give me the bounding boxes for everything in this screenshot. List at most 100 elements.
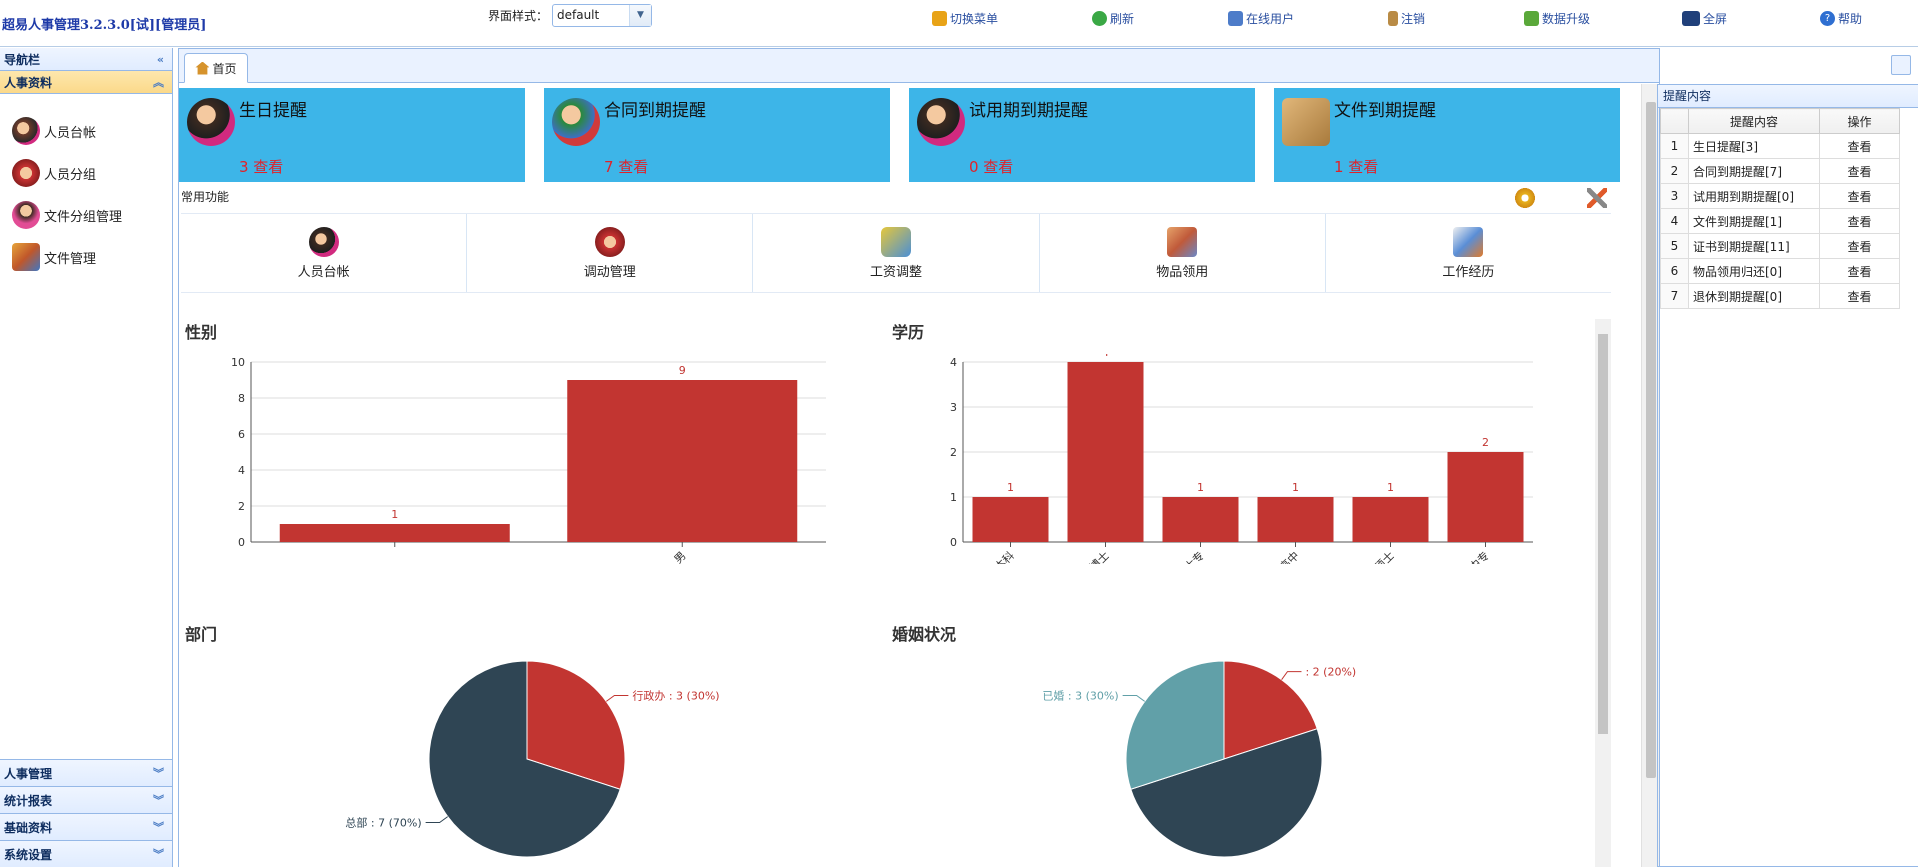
alert-count-link[interactable]: 7 查看 xyxy=(604,158,649,176)
sidebar: 导航栏 « 人事资料 ︽ 人员台帐 人员分组 文件分组管理 文件管理 人事管理 … xyxy=(0,48,173,867)
sidebar-item-file-group[interactable]: 文件分组管理 xyxy=(0,194,172,236)
fn-transfer[interactable]: 调动管理 xyxy=(467,214,754,292)
col-header-op[interactable]: 操作 xyxy=(1819,108,1900,134)
table-row[interactable]: 7 退休到期提醒[0] 查看 xyxy=(1660,283,1900,309)
bar xyxy=(972,497,1049,542)
row-view-link[interactable]: 查看 xyxy=(1819,283,1900,309)
tab-home[interactable]: 首页 xyxy=(184,53,248,83)
col-header-num xyxy=(1660,108,1689,134)
help-button[interactable]: ? 帮助 xyxy=(1820,9,1862,27)
collapse-left-icon[interactable]: « xyxy=(156,52,164,66)
alert-count-link[interactable]: 1 查看 xyxy=(1334,158,1379,176)
alert-card-probation[interactable]: 试用期到期提醒 0 查看 xyxy=(909,88,1255,182)
switch-menu-icon xyxy=(932,10,947,26)
data-label: 1 xyxy=(1007,481,1014,494)
chart-title-marital: 婚姻状况 xyxy=(892,625,957,644)
panel-toggle-icon[interactable] xyxy=(1891,55,1911,75)
x-tick-label: 博士 xyxy=(1087,549,1112,564)
birthday-icon xyxy=(187,98,235,146)
pie-label: 总部 : 7 (70%) xyxy=(345,815,421,829)
main-scrollbar[interactable] xyxy=(1641,84,1659,867)
online-users-button[interactable]: 在线用户 xyxy=(1228,9,1294,27)
inner-scrollbar[interactable] xyxy=(1595,319,1611,867)
chevron-down-icon[interactable]: ︾ xyxy=(153,794,164,807)
sidebar-item-staff-group[interactable]: 人员分组 xyxy=(0,152,172,194)
alert-card-contract[interactable]: 合同到期提醒 7 查看 xyxy=(544,88,890,182)
alert-count-link[interactable]: 3 查看 xyxy=(239,158,284,176)
file-group-icon xyxy=(12,201,40,229)
row-content: 生日提醒[3] xyxy=(1688,133,1820,159)
chevron-up-icon[interactable]: ︽ xyxy=(153,76,164,89)
chevron-down-icon[interactable]: ▼ xyxy=(629,5,651,26)
row-view-link[interactable]: 查看 xyxy=(1819,183,1900,209)
tools-icon[interactable] xyxy=(1587,188,1607,208)
sidebar-item-staff-ledger[interactable]: 人员台帐 xyxy=(0,110,172,152)
main-scroll-thumb[interactable] xyxy=(1646,102,1656,778)
alert-card-birthday[interactable]: 生日提醒 3 查看 xyxy=(179,88,525,182)
fn-goods[interactable]: 物品领用 xyxy=(1040,214,1326,292)
table-row[interactable]: 3 试用期到期提醒[0] 查看 xyxy=(1660,183,1900,209)
data-label: 1 xyxy=(391,508,398,521)
y-tick-label: 4 xyxy=(238,464,245,477)
alert-title: 文件到期提醒 xyxy=(1334,101,1436,121)
fn-salary[interactable]: 工资调整 xyxy=(753,214,1040,292)
chevron-down-icon[interactable]: ︾ xyxy=(153,767,164,780)
y-tick-label: 0 xyxy=(950,536,957,549)
table-row[interactable]: 1 生日提醒[3] 查看 xyxy=(1660,133,1900,159)
marital-pie-chart: : 2 (20%) 已婚 : 3 (30%) xyxy=(1042,660,1356,858)
pie-slice xyxy=(1125,660,1225,790)
y-tick-label: 10 xyxy=(231,356,245,369)
transfer-icon xyxy=(594,226,625,257)
y-tick-label: 8 xyxy=(238,392,245,405)
data-upgrade-button[interactable]: 数据升级 xyxy=(1524,9,1590,27)
table-row[interactable]: 6 物品领用归还[0] 查看 xyxy=(1660,258,1900,284)
fullscreen-button[interactable]: 全屏 xyxy=(1682,9,1727,27)
sidebar-section-system-settings[interactable]: 系统设置 ︾ xyxy=(0,840,172,867)
pie-label-line xyxy=(1122,695,1146,702)
bar xyxy=(1447,452,1524,542)
alert-card-file-expire[interactable]: 文件到期提醒 1 查看 xyxy=(1274,88,1620,182)
sidebar-title: 导航栏 xyxy=(4,52,41,67)
logout-button[interactable]: 注销 xyxy=(1388,9,1425,27)
row-number: 7 xyxy=(1660,283,1689,309)
y-tick-label: 4 xyxy=(950,356,957,369)
fn-staff-ledger[interactable]: 人员台帐 xyxy=(181,214,468,292)
col-header-content[interactable]: 提醒内容 xyxy=(1688,108,1820,134)
row-view-link[interactable]: 查看 xyxy=(1819,233,1900,259)
sidebar-section-active[interactable]: 人事资料 ︽ xyxy=(0,71,172,94)
row-view-link[interactable]: 查看 xyxy=(1819,208,1900,234)
alert-count-link[interactable]: 0 查看 xyxy=(969,158,1014,176)
row-view-link[interactable]: 查看 xyxy=(1819,158,1900,184)
sidebar-section-hr-manage[interactable]: 人事管理 ︾ xyxy=(0,759,172,786)
y-tick-label: 1 xyxy=(950,491,957,504)
alert-title: 生日提醒 xyxy=(239,101,307,121)
table-row[interactable]: 2 合同到期提醒[7] 查看 xyxy=(1660,158,1900,184)
row-view-link[interactable]: 查看 xyxy=(1819,133,1900,159)
fn-work-history[interactable]: 工作经历 xyxy=(1326,214,1611,292)
x-tick-label: 男 xyxy=(672,549,689,564)
refresh-button[interactable]: 刷新 xyxy=(1092,9,1134,27)
salary-icon xyxy=(881,226,911,257)
table-row[interactable]: 4 文件到期提醒[1] 查看 xyxy=(1660,208,1900,234)
row-view-link[interactable]: 查看 xyxy=(1819,258,1900,284)
online-users-icon xyxy=(1228,10,1243,26)
switch-menu-button[interactable]: 切换菜单 xyxy=(932,9,998,27)
inner-scroll-thumb[interactable] xyxy=(1598,334,1608,734)
data-label: 1 xyxy=(1387,481,1394,494)
settings-icon[interactable] xyxy=(1515,188,1535,208)
chevron-down-icon[interactable]: ︾ xyxy=(153,821,164,834)
chart-title-department: 部门 xyxy=(185,625,218,644)
x-tick-label: 大专 xyxy=(1181,548,1206,564)
theme-select[interactable]: default ▼ xyxy=(552,4,652,27)
chevron-down-icon[interactable]: ︾ xyxy=(153,848,164,861)
y-tick-label: 2 xyxy=(950,446,957,459)
sidebar-section-basic-data[interactable]: 基础资料 ︾ xyxy=(0,813,172,840)
row-number: 4 xyxy=(1660,208,1689,234)
sidebar-section-reports[interactable]: 统计报表 ︾ xyxy=(0,786,172,813)
sidebar-item-file-manage[interactable]: 文件管理 xyxy=(0,236,172,278)
remind-table: 提醒内容 操作 1 生日提醒[3] 查看 2 合同到期提醒[7] 查看 3 试用期到期提醒[0… xyxy=(1660,108,1900,309)
y-tick-label: 3 xyxy=(950,401,957,414)
x-tick-label: 高中 xyxy=(1276,548,1301,564)
table-row[interactable]: 5 证书到期提醒[11] 查看 xyxy=(1660,233,1900,259)
common-functions-row: 人员台帐 调动管理 工资调整 物品领用 工作经历 xyxy=(181,213,1611,293)
